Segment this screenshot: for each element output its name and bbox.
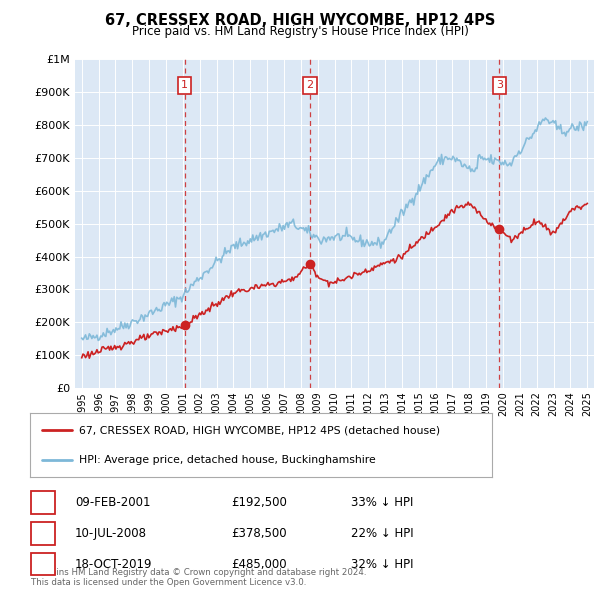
Text: 10-JUL-2008: 10-JUL-2008 xyxy=(75,527,147,540)
Text: 33% ↓ HPI: 33% ↓ HPI xyxy=(351,496,413,509)
Text: £485,000: £485,000 xyxy=(231,558,287,571)
Text: 3: 3 xyxy=(496,80,503,90)
Text: 09-FEB-2001: 09-FEB-2001 xyxy=(75,496,151,509)
Text: 67, CRESSEX ROAD, HIGH WYCOMBE, HP12 4PS (detached house): 67, CRESSEX ROAD, HIGH WYCOMBE, HP12 4PS… xyxy=(79,425,440,435)
Text: 2: 2 xyxy=(40,527,47,540)
Text: £192,500: £192,500 xyxy=(231,496,287,509)
Text: 2: 2 xyxy=(306,80,313,90)
Text: 3: 3 xyxy=(40,558,47,571)
Text: HPI: Average price, detached house, Buckinghamshire: HPI: Average price, detached house, Buck… xyxy=(79,454,375,464)
Text: Price paid vs. HM Land Registry's House Price Index (HPI): Price paid vs. HM Land Registry's House … xyxy=(131,25,469,38)
Text: 22% ↓ HPI: 22% ↓ HPI xyxy=(351,527,413,540)
Text: 1: 1 xyxy=(40,496,47,509)
Text: 18-OCT-2019: 18-OCT-2019 xyxy=(75,558,152,571)
Text: Contains HM Land Registry data © Crown copyright and database right 2024.
This d: Contains HM Land Registry data © Crown c… xyxy=(31,568,367,587)
Text: 1: 1 xyxy=(181,80,188,90)
Text: 67, CRESSEX ROAD, HIGH WYCOMBE, HP12 4PS: 67, CRESSEX ROAD, HIGH WYCOMBE, HP12 4PS xyxy=(105,13,495,28)
Text: £378,500: £378,500 xyxy=(231,527,287,540)
Text: 32% ↓ HPI: 32% ↓ HPI xyxy=(351,558,413,571)
